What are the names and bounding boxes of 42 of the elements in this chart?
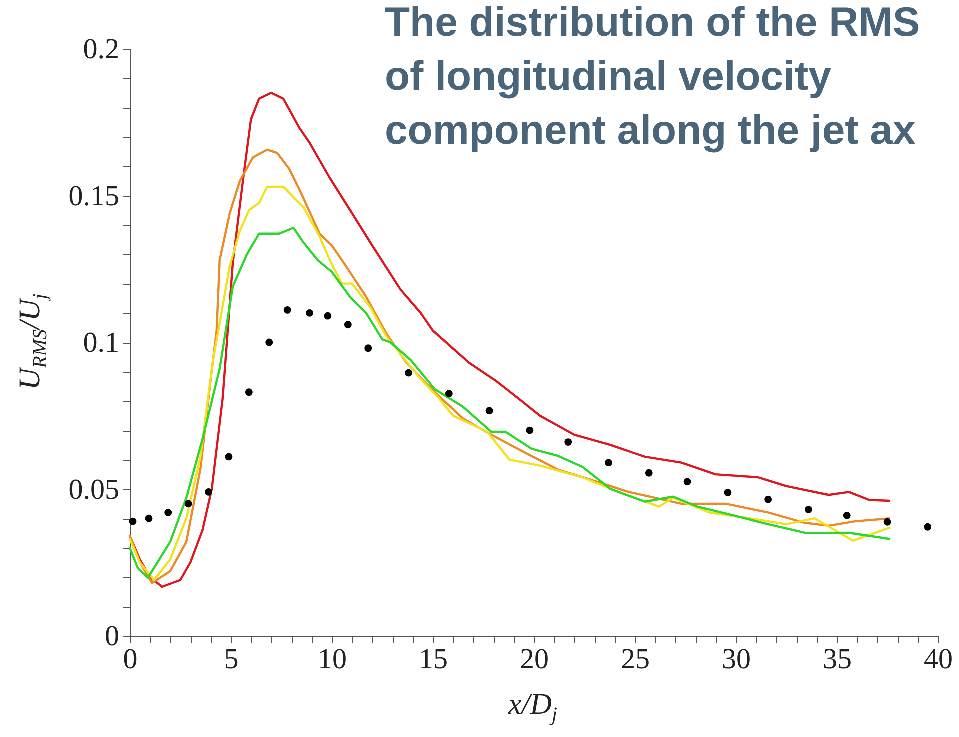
point bbox=[405, 369, 412, 377]
point bbox=[843, 512, 851, 520]
point bbox=[764, 496, 772, 504]
point bbox=[205, 488, 212, 496]
y-tick-label: 0.1 bbox=[83, 327, 120, 359]
point bbox=[324, 312, 332, 320]
point bbox=[364, 344, 372, 352]
y-tick-label: 0.15 bbox=[68, 180, 120, 212]
point bbox=[184, 500, 192, 508]
point bbox=[284, 306, 292, 314]
point bbox=[924, 523, 932, 531]
point bbox=[724, 489, 732, 496]
x-tick-label: 5 bbox=[224, 644, 239, 676]
point bbox=[245, 388, 253, 396]
x-tick-label: 10 bbox=[318, 644, 347, 676]
point bbox=[526, 426, 534, 434]
point bbox=[344, 321, 352, 329]
point bbox=[164, 509, 172, 516]
chart-title: The distribution of the RMS of longitudinal velocity component along the jet ax bbox=[385, 0, 920, 153]
point bbox=[805, 506, 812, 514]
point bbox=[645, 469, 653, 477]
x-tick-label: 40 bbox=[924, 644, 953, 676]
point bbox=[129, 518, 137, 526]
x-tick-label: 30 bbox=[722, 644, 751, 676]
y-tick-label: 0 bbox=[105, 620, 120, 652]
point bbox=[564, 438, 572, 446]
point bbox=[266, 338, 274, 346]
point bbox=[684, 478, 692, 486]
y-tick-label: 0.2 bbox=[83, 34, 120, 66]
point bbox=[445, 390, 453, 398]
point bbox=[884, 518, 892, 526]
x-tick-label: 15 bbox=[419, 644, 448, 676]
point bbox=[225, 453, 233, 461]
x-tick-label: 35 bbox=[823, 644, 852, 676]
point bbox=[605, 459, 612, 467]
x-tick-label: 20 bbox=[520, 644, 549, 676]
point bbox=[306, 309, 314, 317]
point bbox=[486, 407, 494, 415]
point bbox=[145, 514, 153, 522]
x-axis-title: x/D$_{j}$ bbox=[508, 688, 558, 727]
y-tick-label: 0.05 bbox=[68, 474, 120, 506]
x-tick-label: 25 bbox=[621, 644, 650, 676]
